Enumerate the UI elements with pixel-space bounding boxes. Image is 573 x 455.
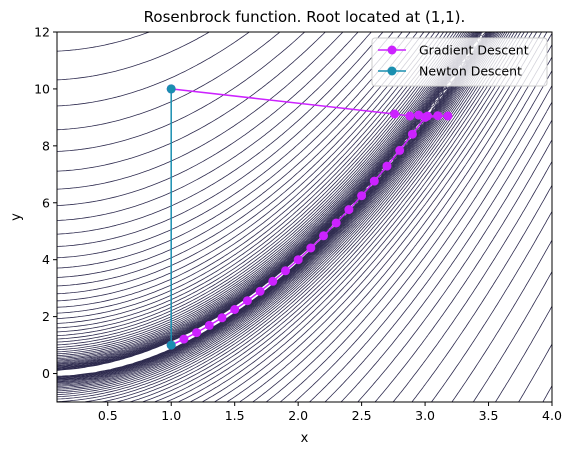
legend-label: Newton Descent bbox=[419, 64, 522, 79]
legend-swatch-marker bbox=[387, 45, 397, 55]
data-point bbox=[217, 313, 227, 323]
x-axis-label: x bbox=[301, 431, 309, 446]
data-point bbox=[166, 340, 176, 350]
data-point bbox=[331, 218, 341, 228]
contour-line bbox=[57, 32, 552, 402]
data-point bbox=[166, 84, 176, 94]
x-tick-label: 1.5 bbox=[225, 408, 245, 423]
legend-box bbox=[371, 37, 548, 87]
data-point bbox=[230, 305, 240, 314]
contour-line bbox=[57, 32, 552, 402]
contour-line bbox=[57, 32, 552, 402]
data-point bbox=[293, 255, 303, 265]
data-point bbox=[357, 191, 367, 201]
data-point bbox=[306, 243, 316, 253]
data-point bbox=[204, 320, 214, 330]
contour-line bbox=[57, 32, 552, 402]
data-point bbox=[369, 176, 379, 186]
data-point bbox=[395, 145, 405, 155]
contour-line bbox=[57, 32, 552, 402]
data-point bbox=[319, 231, 328, 241]
data-point bbox=[433, 111, 443, 121]
data-point bbox=[268, 276, 278, 286]
x-tick-label: 0.5 bbox=[98, 408, 118, 423]
x-tick-label: 2.0 bbox=[288, 408, 308, 423]
y-tick-label: 8 bbox=[42, 138, 50, 153]
series-line-0 bbox=[170, 88, 449, 346]
data-point bbox=[344, 205, 354, 215]
contour-line bbox=[472, 270, 552, 402]
series-layer bbox=[166, 84, 453, 350]
data-point bbox=[192, 328, 202, 338]
legend: Gradient Descent Newton Descent bbox=[371, 37, 548, 87]
legend-swatch-marker bbox=[387, 66, 397, 76]
data-point bbox=[390, 109, 400, 119]
x-tick-label: 1.0 bbox=[161, 408, 181, 423]
x-tick-label: 3.0 bbox=[415, 408, 435, 423]
data-point bbox=[179, 334, 189, 344]
y-tick-label: 4 bbox=[42, 252, 50, 267]
data-point bbox=[405, 111, 415, 121]
x-tick-label: 2.5 bbox=[352, 408, 372, 423]
data-point bbox=[242, 296, 252, 306]
legend-label: Gradient Descent bbox=[419, 43, 529, 58]
y-tick-label: 2 bbox=[42, 309, 50, 324]
data-point bbox=[420, 112, 430, 122]
contour-line bbox=[518, 343, 552, 402]
x-tick-label: 4.0 bbox=[542, 408, 562, 423]
contour-line bbox=[57, 32, 552, 402]
x-tick-label: 3.5 bbox=[479, 408, 499, 423]
contour-line bbox=[57, 32, 552, 402]
y-axis-label: y bbox=[9, 213, 24, 221]
data-point bbox=[281, 266, 290, 276]
plot-frame bbox=[56, 31, 553, 403]
chart-title: Rosenbrock function. Root located at (1,… bbox=[144, 8, 466, 26]
data-point bbox=[382, 161, 392, 171]
y-tick-label: 6 bbox=[42, 195, 50, 210]
contour-line bbox=[57, 32, 552, 402]
data-point bbox=[255, 286, 265, 296]
y-tick-label: 12 bbox=[34, 25, 50, 40]
contour-line bbox=[57, 32, 552, 402]
data-point bbox=[407, 129, 417, 139]
y-axis-ticks: 0 2 4 6 8 10 12 bbox=[34, 25, 57, 381]
contour-line bbox=[494, 305, 552, 402]
y-tick-label: 0 bbox=[42, 366, 50, 381]
y-tick-label: 10 bbox=[34, 81, 50, 96]
x-axis-ticks: 0.5 1.0 1.5 2.0 2.5 3.0 3.5 4.0 bbox=[98, 402, 562, 423]
data-point bbox=[443, 111, 453, 121]
